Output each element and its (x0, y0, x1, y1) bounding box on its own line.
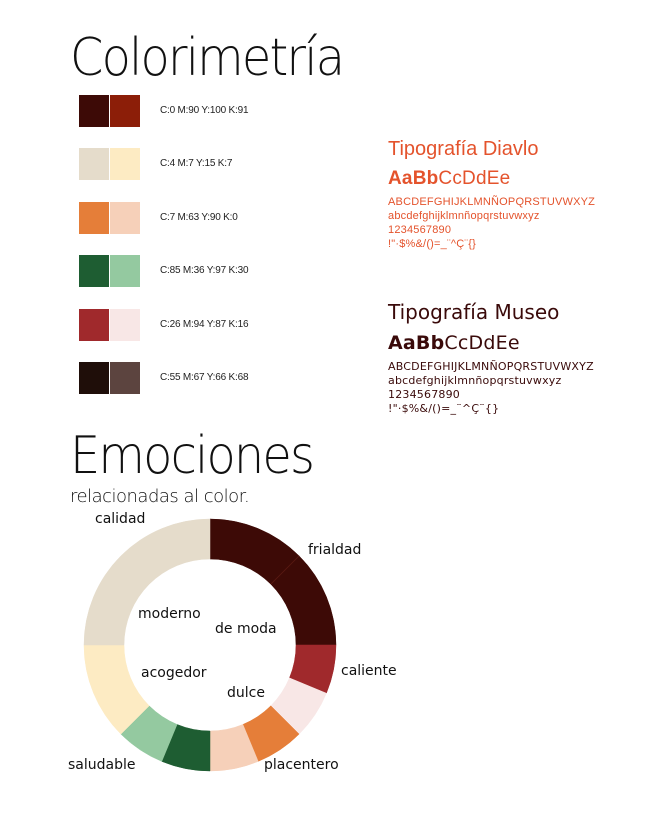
color-swatch-row: C:85 M:36 Y:97 K:30 (79, 255, 379, 287)
label-dulce: dulce (227, 685, 265, 701)
section-title-colorimetria: Colorimetría (70, 28, 345, 88)
typography-lowercase: abcdefghijklmnñopqrstuvwxyz (388, 210, 540, 222)
cmyk-values: C:85 M:36 Y:97 K:30 (160, 265, 249, 276)
color-swatch-secondary (110, 95, 140, 127)
label-saludable: saludable (68, 757, 136, 773)
color-swatch-row: C:7 M:63 Y:90 K:0 (79, 202, 379, 234)
sample-regular: CcDdEe (438, 168, 511, 189)
section-subtitle: relacionadas al color. (70, 486, 250, 507)
typography-uppercase: ABCDEFGHIJKLMNÑOPQRSTUVWXYZ (388, 360, 594, 373)
label-frialdad: frialdad (308, 542, 362, 558)
sample-regular: CcDdEe (444, 332, 520, 354)
typography-digits: 1234567890 (388, 388, 460, 401)
color-swatch-primary (79, 362, 109, 394)
color-swatch-row: C:4 M:7 Y:15 K:7 (79, 148, 379, 180)
ring-divider (270, 555, 300, 585)
label-calidad: calidad (95, 511, 146, 527)
color-swatch-primary (79, 255, 109, 287)
color-swatch-row: C:0 M:90 Y:100 K:91 (79, 95, 379, 127)
section-title-emociones: Emociones (70, 426, 315, 486)
cmyk-values: C:7 M:63 Y:90 K:0 (160, 212, 238, 223)
color-swatch-row: C:26 M:94 Y:87 K:16 (79, 309, 379, 341)
label-placentero: placentero (264, 757, 339, 773)
cmyk-values: C:4 M:7 Y:15 K:7 (160, 158, 233, 169)
typography-title: Tipografía Diavlo (388, 138, 539, 160)
typography-museo: Tipografía Museo AaBbCcDdEe ABCDEFGHIJKL… (388, 300, 594, 416)
color-swatch-secondary (110, 309, 140, 341)
color-swatch-secondary (110, 202, 140, 234)
typography-uppercase: ABCDEFGHIJKLMNÑOPQRSTUVWXYZ (388, 196, 596, 208)
typography-title: Tipografía Museo (388, 300, 560, 324)
typography-sample: AaBbCcDdEe (388, 332, 594, 354)
color-swatch-row: C:55 M:67 Y:66 K:68 (79, 362, 379, 394)
typography-symbols: !"·$%&/()=_¨^Ç¨{} (388, 402, 500, 415)
ring-segment (83, 518, 211, 646)
cmyk-values: C:0 M:90 Y:100 K:91 (160, 105, 249, 116)
label-de-moda: de moda (215, 621, 277, 637)
label-caliente: caliente (341, 663, 397, 679)
color-swatch-primary (79, 309, 109, 341)
typography-digits: 1234567890 (388, 224, 452, 236)
color-swatch-primary (79, 95, 109, 127)
typography-diavlo: Tipografía Diavlo AaBbCcDdEe ABCDEFGHIJK… (388, 138, 595, 251)
color-swatch-primary (79, 148, 109, 180)
color-swatch-secondary (110, 255, 140, 287)
typography-lowercase: abcdefghijklmnñopqrstuvwxyz (388, 374, 562, 387)
color-swatch-secondary (110, 148, 140, 180)
color-swatch-primary (79, 202, 109, 234)
cmyk-values: C:26 M:94 Y:87 K:16 (160, 319, 249, 330)
sample-bold: AaBb (388, 168, 439, 189)
typography-symbols: !"·$%&/()=_¨^Ç¨{} (388, 238, 476, 250)
label-moderno: moderno (138, 606, 201, 622)
cmyk-values: C:55 M:67 Y:66 K:68 (160, 372, 249, 383)
label-acogedor: acogedor (141, 665, 207, 681)
sample-bold: AaBb (388, 332, 445, 354)
typography-sample: AaBbCcDdEe (388, 168, 595, 190)
color-swatch-secondary (110, 362, 140, 394)
